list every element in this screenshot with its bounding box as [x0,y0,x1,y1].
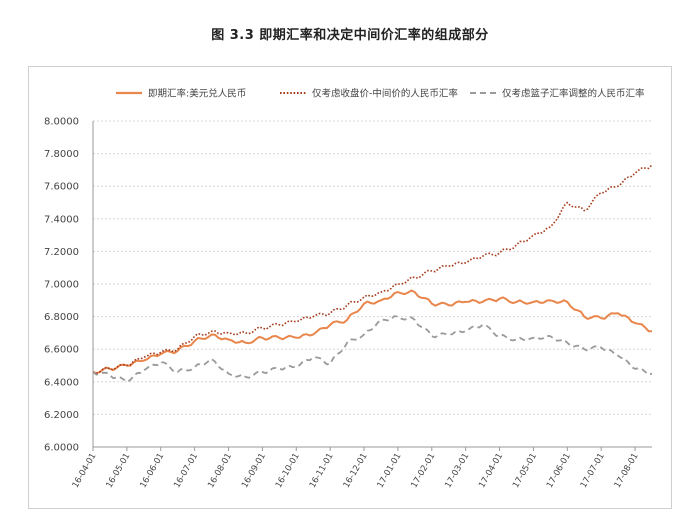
x-tick-label: 16-07-01 [172,452,200,490]
legend-label-1: 即期汇率:美元兑人民币 [148,88,246,100]
x-tick-label: 16-05-01 [105,452,133,490]
x-tick-label: 16-04-01 [71,452,99,490]
x-tick-label: 17-07-01 [579,452,607,490]
y-tick-label: 7.4000 [44,214,79,225]
y-tick-label: 7.0000 [44,280,79,291]
legend-label-3: 仅考虑篮子汇率调整的人民币汇率 [502,88,645,100]
x-tick-label: 17-01-01 [376,452,404,490]
y-tick-label: 7.6000 [44,182,79,193]
series-line-2 [92,164,653,375]
y-tick-label: 7.2000 [44,247,79,258]
y-tick-label: 6.4000 [44,377,79,388]
x-tick-label: 17-08-01 [613,452,641,490]
chart-title: 图 3.3 即期汇率和决定中间价汇率的组成部分 [211,28,489,43]
x-tick-label: 17-04-01 [477,451,505,489]
x-tick-label: 16-09-01 [240,452,268,490]
y-tick-label: 8.0000 [44,117,79,128]
series-line-3 [92,315,653,383]
x-tick-label: 16-06-01 [138,452,166,490]
x-tick-label: 16-08-01 [206,452,234,490]
y-tick-label: 6.6000 [44,345,79,356]
x-tick-label: 17-02-01 [409,452,437,490]
x-tick-label: 17-05-01 [511,452,539,490]
y-tick-label: 6.0000 [44,443,79,454]
x-tick-label: 16-11-01 [308,452,336,490]
series-line-1 [92,289,653,375]
legend: 即期汇率:美元兑人民币 仅考虑收盘价-中间价的人民币汇率 仅考虑篮子汇率调整的人民币… [116,88,645,100]
x-tick-label: 17-03-01 [443,452,471,490]
x-tick-label: 17-06-01 [545,452,573,490]
x-tick-label: 16-12-01 [342,452,370,490]
y-tick-label: 6.8000 [44,312,79,323]
grid-lines [92,120,652,448]
y-axis-ticks: 6.0000 6.2000 6.4000 6.6000 6.8000 7.0000 7.20… [44,117,79,454]
y-tick-label: 7.8000 [44,149,79,160]
y-tick-label: 6.2000 [44,410,79,421]
series-lines [92,164,653,383]
x-axis-ticks: 16-04-01 16-05-01 16-06-01 16-07-01 16-08-01… [71,447,641,490]
x-tick-label: 16-10-01 [274,452,302,490]
chart-frame [28,66,672,509]
legend-label-2: 仅考虑收盘价-中间价的人民币汇率 [312,88,458,100]
